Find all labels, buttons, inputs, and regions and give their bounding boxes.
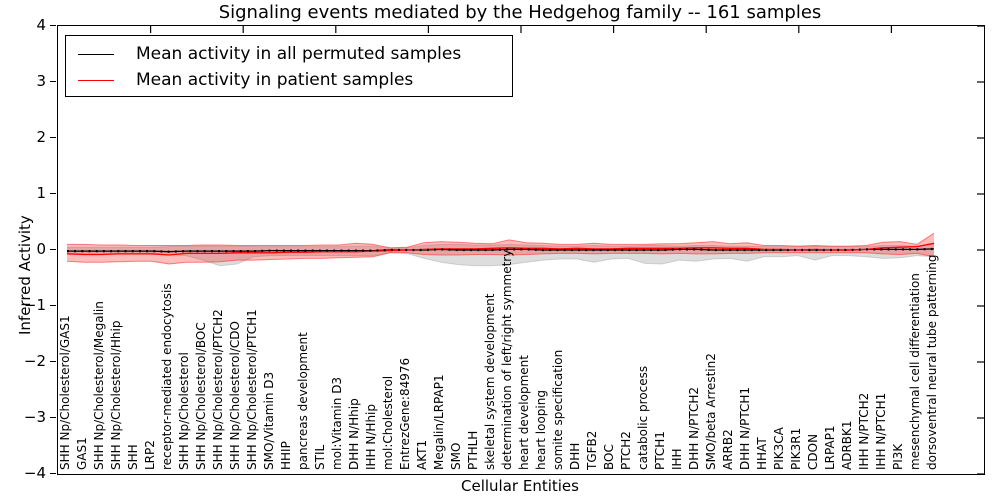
x-tick-label: PTCH2 <box>619 431 633 470</box>
chart-title: Signaling events mediated by the Hedgeho… <box>218 2 822 23</box>
x-tick-label: CDON <box>806 433 820 470</box>
patient-mean-line <box>66 242 935 256</box>
x-tick-label: SHH Np/Cholesterol/GAS1 <box>58 315 72 470</box>
x-tick-label: AKT1 <box>415 439 429 470</box>
band-lower-edge <box>66 252 935 265</box>
x-tick-label: EntrezGene:84976 <box>398 357 412 470</box>
x-tick-label: PTCH1 <box>653 431 667 470</box>
legend: Mean activity in all permuted samples Me… <box>65 35 513 97</box>
band-upper-edge <box>67 232 935 249</box>
y-tick-label: 3 <box>36 72 46 90</box>
x-tick-label: PTHLH <box>466 430 480 470</box>
x-tick-label: IHH N/PTCH1 <box>874 392 888 470</box>
y-tick-label: −2 <box>23 352 46 370</box>
x-tick-label: HHAT <box>755 437 769 470</box>
x-tick-label: DHH N/PTCH1 <box>738 386 752 470</box>
x-tick-label: DHH N/Hhip <box>347 398 361 470</box>
legend-label-patient: Mean activity in patient samples <box>136 70 414 90</box>
x-tick-label: DHH N/PTCH2 <box>687 386 701 470</box>
band-upper-edge <box>67 243 935 249</box>
x-tick-label: SMO/beta Arrestin2 <box>704 353 718 470</box>
permuted-mean-markers <box>67 247 935 253</box>
y-tick-label: 4 <box>36 16 46 34</box>
x-tick-label: dorsoventral neural tube patterning <box>925 254 939 470</box>
x-tick-label: STIL <box>313 444 327 470</box>
x-tick-label: SHH <box>126 444 140 470</box>
x-tick-label: PIK3CA <box>772 427 786 470</box>
x-tick-label: HHIP <box>279 441 293 470</box>
y-tick-label: −4 <box>23 464 46 482</box>
x-tick-label: SHH Np/Cholesterol <box>177 352 191 470</box>
y-tick-label: −1 <box>23 296 46 314</box>
x-tick-label: PIK3R1 <box>789 427 803 470</box>
y-tick-label: 1 <box>36 184 46 202</box>
y-tick-mark <box>50 416 56 418</box>
x-tick-label: DHH <box>568 442 582 470</box>
x-tick-label: somite specification <box>551 349 565 470</box>
x-tick-label: SHH Np/Cholesterol/Hhip <box>109 320 123 470</box>
x-tick-label: catabolic process <box>636 365 650 470</box>
legend-line-swatch-permuted <box>78 53 114 55</box>
x-tick-label: heart development <box>517 355 531 470</box>
x-tick-label: SMO/Vitamin D3 <box>262 371 276 470</box>
plot-area: Inferred Activity Mean activity in all p… <box>16 25 985 475</box>
x-tick-label: heart looping <box>534 390 548 470</box>
x-tick-label: SHH Np/Cholesterol/PTCH1 <box>245 309 259 470</box>
x-tick-label: mol:Cholesterol <box>381 375 395 470</box>
y-tick-mark <box>50 304 56 306</box>
x-tick-label: receptor-mediated endocytosis <box>160 283 174 470</box>
band-lower-edge <box>67 252 935 267</box>
x-tick-label: SHH Np/Cholesterol/BOC <box>194 322 208 470</box>
legend-line-swatch-patient <box>78 79 114 81</box>
legend-label-permuted: Mean activity in all permuted samples <box>136 44 462 64</box>
x-tick-label: SMO <box>449 442 463 470</box>
x-tick-label: IHH N/Hhip <box>364 404 378 470</box>
x-tick-label: ARRB2 <box>721 429 735 470</box>
x-tick-label: LRP2 <box>143 440 157 470</box>
legend-entry-patient: Mean activity in patient samples <box>78 67 512 93</box>
y-tick-mark <box>50 248 56 250</box>
x-tick-label: LRPAP1 <box>823 425 837 470</box>
x-tick-label: skeletal system development <box>483 293 497 470</box>
x-tick-label: mesenchymal cell differentiation <box>908 273 922 470</box>
x-tick-label: IHH <box>670 448 684 470</box>
y-tick-label: −3 <box>23 408 46 426</box>
x-tick-label: SHH Np/Cholesterol/Megalin <box>92 301 106 470</box>
y-tick-mark <box>50 80 56 82</box>
x-tick-label: pancreas development <box>296 332 310 470</box>
x-tick-label: SHH Np/Cholesterol/CDO <box>228 321 242 470</box>
y-axis-title: Inferred Activity <box>16 215 34 335</box>
x-tick-label: ADRBK1 <box>840 420 854 470</box>
legend-entry-permuted: Mean activity in all permuted samples <box>78 41 512 67</box>
y-tick-mark <box>50 472 56 474</box>
x-tick-label: mol:Vitamin D3 <box>330 376 344 470</box>
x-tick-label: GAS1 <box>75 437 89 470</box>
y-tick-mark <box>50 192 56 194</box>
x-tick-label: SHH Np/Cholesterol/PTCH2 <box>211 309 225 470</box>
x-tick-label: Megalin/LRPAP1 <box>432 374 446 470</box>
x-axis-title: Cellular Entities <box>461 477 579 495</box>
y-tick-mark <box>50 24 56 26</box>
x-tick-label: determination of left/right symmetry <box>500 249 514 470</box>
x-tick-label: TGFB2 <box>585 430 599 470</box>
x-tick-label: PI3K <box>891 443 905 470</box>
y-tick-mark <box>50 136 56 138</box>
y-tick-mark <box>50 360 56 362</box>
x-tick-label: IHH N/PTCH2 <box>857 392 871 470</box>
x-tick-label: BOC <box>602 444 616 470</box>
plot-canvas <box>66 26 984 474</box>
y-tick-label: 0 <box>36 240 46 258</box>
y-tick-label: 2 <box>36 128 46 146</box>
